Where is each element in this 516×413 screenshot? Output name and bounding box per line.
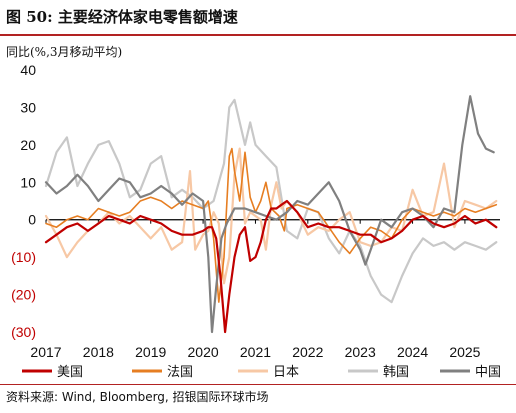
legend-label: 日本 [273, 365, 299, 380]
x-tick-label: 2019 [135, 344, 166, 360]
x-tick-label: 2017 [30, 344, 61, 360]
y-tick-label: (20) [11, 287, 36, 303]
y-tick-label: 10 [20, 174, 36, 190]
y-tick-label: 40 [20, 62, 36, 78]
x-tick-label: 2020 [188, 344, 219, 360]
x-tick-label: 2022 [292, 344, 323, 360]
series-line-2 [44, 147, 498, 285]
x-axis-ticks: 2017 2018 2019 2020 2021 2022 2023 2024 2025 [30, 344, 480, 360]
y-axis-ticks: 40 30 20 10 0 (10) (20) (30) [11, 62, 36, 340]
y-tick-label: 20 [20, 137, 36, 153]
y-tick-label: 0 [28, 212, 36, 228]
chart-title: 图 50: 主要经济体家电零售额增速 [6, 8, 238, 26]
y-tick-label: 30 [20, 99, 36, 115]
x-tick-label: 2021 [240, 344, 271, 360]
source-note: 资料来源: Wind, Bloomberg, 招银国际环球市场 [6, 390, 269, 404]
legend-label: 法国 [167, 365, 193, 380]
source-divider [0, 384, 516, 385]
legend-label: 美国 [57, 365, 83, 380]
x-tick-label: 2024 [397, 344, 428, 360]
series-lines [44, 95, 498, 334]
legend-label: 韩国 [383, 365, 409, 380]
title-divider [0, 34, 516, 36]
legend-label: 中国 [475, 365, 501, 380]
y-tick-label: (10) [11, 249, 36, 265]
y-axis-label: 同比(%,3月移动平均) [6, 45, 123, 59]
x-tick-label: 2025 [449, 344, 480, 360]
x-tick-label: 2018 [83, 344, 114, 360]
series-line-0 [44, 199, 498, 334]
y-tick-label: (30) [11, 324, 36, 340]
legend: 美国 法国 日本 韩国 中国 [22, 365, 501, 380]
x-tick-label: 2023 [345, 344, 376, 360]
series-line-1 [45, 147, 498, 303]
